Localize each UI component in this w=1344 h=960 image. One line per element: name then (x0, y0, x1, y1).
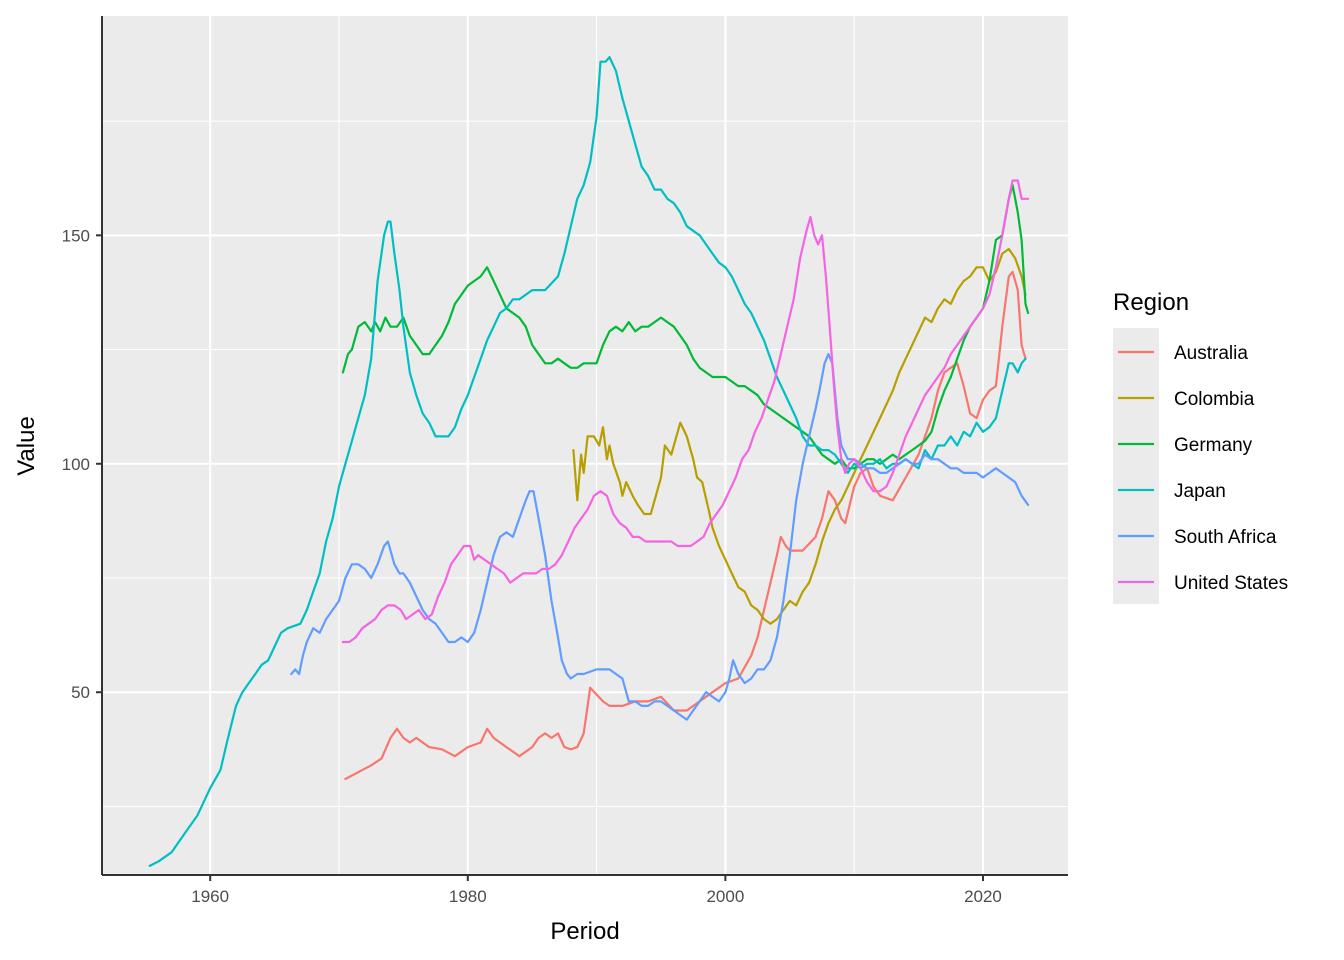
y-tick-label: 150 (62, 226, 90, 245)
minor-gridlines (102, 16, 1068, 875)
legend-label: Germany (1174, 435, 1253, 456)
y-tick-label: 50 (71, 683, 90, 702)
legend-key-background (1113, 328, 1159, 604)
legend-item-germany: Germany (1118, 435, 1253, 456)
x-tick-label: 2020 (964, 887, 1002, 906)
panel-background (102, 16, 1068, 875)
legend-item-south-africa: South Africa (1118, 527, 1277, 548)
legend-items: Australia Colombia Germany Japan South Afric… (1118, 343, 1288, 594)
series-line-germany (341, 184, 1030, 470)
legend-label: South Africa (1174, 527, 1277, 548)
series-line-colombia (572, 247, 1027, 625)
x-axis-title: Period (550, 918, 619, 945)
x-tick-label: 2000 (706, 887, 744, 906)
x-axis-ticks: 1960 1980 2000 2020 (191, 875, 1002, 906)
x-tick-label: 1980 (449, 887, 487, 906)
legend-item-colombia: Colombia (1118, 389, 1255, 410)
x-tick-label: 1960 (191, 887, 229, 906)
y-axis-title: Value (13, 416, 40, 476)
legend-item-australia: Australia (1118, 343, 1248, 364)
y-axis-ticks: 50 100 150 (62, 226, 102, 702)
legend-item-united-states: United States (1118, 573, 1288, 594)
series-line-united-states (341, 179, 1030, 644)
y-tick-label: 100 (62, 455, 90, 474)
legend-title: Region (1113, 289, 1189, 316)
legend-label: Australia (1174, 343, 1248, 364)
legend-item-japan: Japan (1118, 481, 1226, 502)
series-line-south-africa (290, 353, 1030, 721)
series-line-australia (344, 270, 1027, 781)
series-lines (148, 56, 1030, 867)
legend-label: Colombia (1174, 389, 1255, 410)
legend-label: Japan (1174, 481, 1226, 502)
legend: Region Australia Colombia Germany Japan Sout… (1113, 289, 1288, 604)
series-line-japan (148, 56, 1027, 867)
legend-label: United States (1174, 573, 1288, 594)
